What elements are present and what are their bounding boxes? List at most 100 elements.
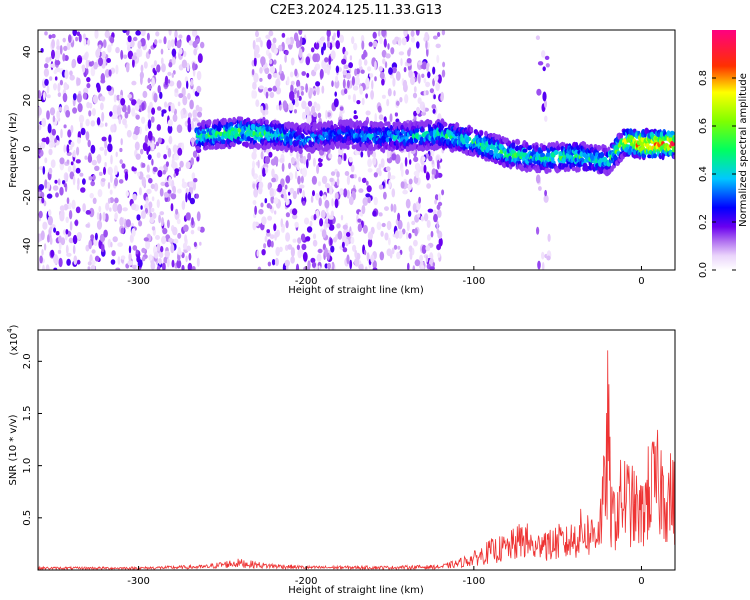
heatmap-cell: [361, 204, 366, 215]
heatmap-cell: [345, 72, 352, 80]
heatmap-cell: [397, 245, 401, 250]
heatmap-cell: [254, 44, 260, 55]
heatmap-cell: [369, 143, 374, 149]
heatmap-cell: [315, 103, 321, 112]
heatmap-cell: [85, 244, 90, 252]
heatmap-cell: [432, 35, 438, 40]
heatmap-cell: [346, 254, 350, 265]
heatmap-cell: [59, 157, 65, 165]
heatmap-cell: [259, 77, 263, 82]
heatmap-cell: [367, 196, 372, 204]
heatmap-cell: [137, 171, 141, 177]
heatmap-cell: [301, 111, 307, 120]
heatmap-cell: [327, 262, 331, 270]
heatmap-cell: [122, 30, 127, 34]
heatmap-cell: [275, 231, 279, 238]
heatmap-cell: [196, 85, 202, 93]
heatmap-cell: [353, 174, 357, 179]
heatmap-cell: [381, 30, 387, 37]
heatmap-cell: [134, 103, 140, 111]
heatmap-cell: [380, 158, 385, 168]
heatmap-cell: [364, 126, 369, 131]
heatmap-cell: [143, 237, 149, 242]
colorbar-tick-label: 0.4: [698, 166, 709, 182]
heatmap-cell: [53, 267, 58, 270]
heatmap-cell: [40, 191, 45, 199]
heatmap-cell: [168, 135, 173, 145]
heatmap-cell: [158, 258, 162, 265]
heatmap-cell: [191, 266, 196, 270]
heatmap-cell: [402, 189, 408, 195]
heatmap-cell: [402, 79, 408, 89]
heatmap-cell: [313, 213, 317, 221]
heatmap-cell: [292, 238, 297, 243]
heatmap-cell: [522, 148, 528, 153]
heatmap-cell: [544, 55, 550, 61]
heatmap-cell: [297, 237, 302, 244]
heatmap-cell: [71, 60, 75, 69]
heatmap-cell: [321, 175, 328, 185]
heatmap-cell: [296, 79, 301, 88]
heatmap-cell: [88, 110, 92, 117]
heatmap-cell: [110, 259, 116, 265]
heatmap-cell: [260, 56, 266, 66]
heatmap-cell: [62, 53, 66, 62]
heatmap-cell: [192, 109, 198, 119]
heatmap-cell: [525, 141, 529, 149]
heatmap-cell: [67, 165, 72, 173]
heatmap-cell: [365, 93, 368, 99]
heatmap-cell: [98, 122, 104, 128]
heatmap-cell: [252, 183, 256, 190]
heatmap-cell: [268, 59, 273, 65]
heatmap-cell: [122, 104, 127, 113]
heatmap-cell: [352, 85, 359, 91]
heatmap-cell: [239, 116, 244, 121]
heatmap-cell: [398, 51, 405, 56]
heatmap-cell: [275, 144, 280, 152]
heatmap-cell: [171, 48, 177, 57]
heatmap-cell: [442, 61, 446, 68]
heatmap-cell: [340, 214, 344, 221]
heatmap-cell: [91, 108, 96, 116]
heatmap-cell: [436, 220, 439, 231]
heatmap-cell: [328, 224, 335, 231]
heatmap-cell: [258, 208, 264, 215]
heatmap-cell: [546, 255, 551, 261]
heatmap-cell: [174, 168, 180, 174]
heatmap-cell: [397, 230, 403, 239]
heatmap-cell: [387, 43, 390, 50]
heatmap-cell: [255, 30, 259, 38]
heatmap-cell: [114, 177, 118, 187]
heatmap-cell: [57, 249, 62, 254]
heatmap-cell: [164, 75, 169, 86]
heatmap-cell: [273, 197, 279, 205]
heatmap-cell: [320, 209, 326, 219]
heatmap-cell: [131, 167, 137, 172]
heatmap-cell: [80, 187, 86, 193]
heatmap-cell: [373, 151, 376, 159]
heatmap-cell: [168, 237, 174, 243]
heatmap-cell: [187, 262, 193, 270]
heatmap-cell: [195, 38, 200, 43]
heatmap-cell: [367, 231, 373, 240]
heatmap-cell: [385, 166, 391, 172]
heatmap-cell: [348, 156, 353, 163]
heatmap-cell: [177, 147, 183, 156]
heatmap-cell: [183, 50, 187, 58]
heatmap-cell: [316, 42, 320, 49]
heatmap-cell: [63, 45, 68, 52]
heatmap-cell: [383, 116, 387, 123]
heatmap-cell: [52, 185, 59, 191]
spectrogram-heatmap: [38, 30, 675, 270]
heatmap-cell: [129, 39, 135, 48]
heatmap-cell: [350, 236, 355, 245]
heatmap-cell: [168, 176, 172, 187]
heatmap-cell: [147, 154, 152, 161]
heatmap-cell: [132, 58, 135, 68]
heatmap-cell: [544, 115, 548, 122]
heatmap-cell: [363, 249, 367, 256]
heatmap-cell: [53, 254, 59, 265]
heatmap-cell: [302, 200, 306, 206]
heatmap-cell: [104, 30, 111, 38]
heatmap-cell: [373, 172, 378, 178]
